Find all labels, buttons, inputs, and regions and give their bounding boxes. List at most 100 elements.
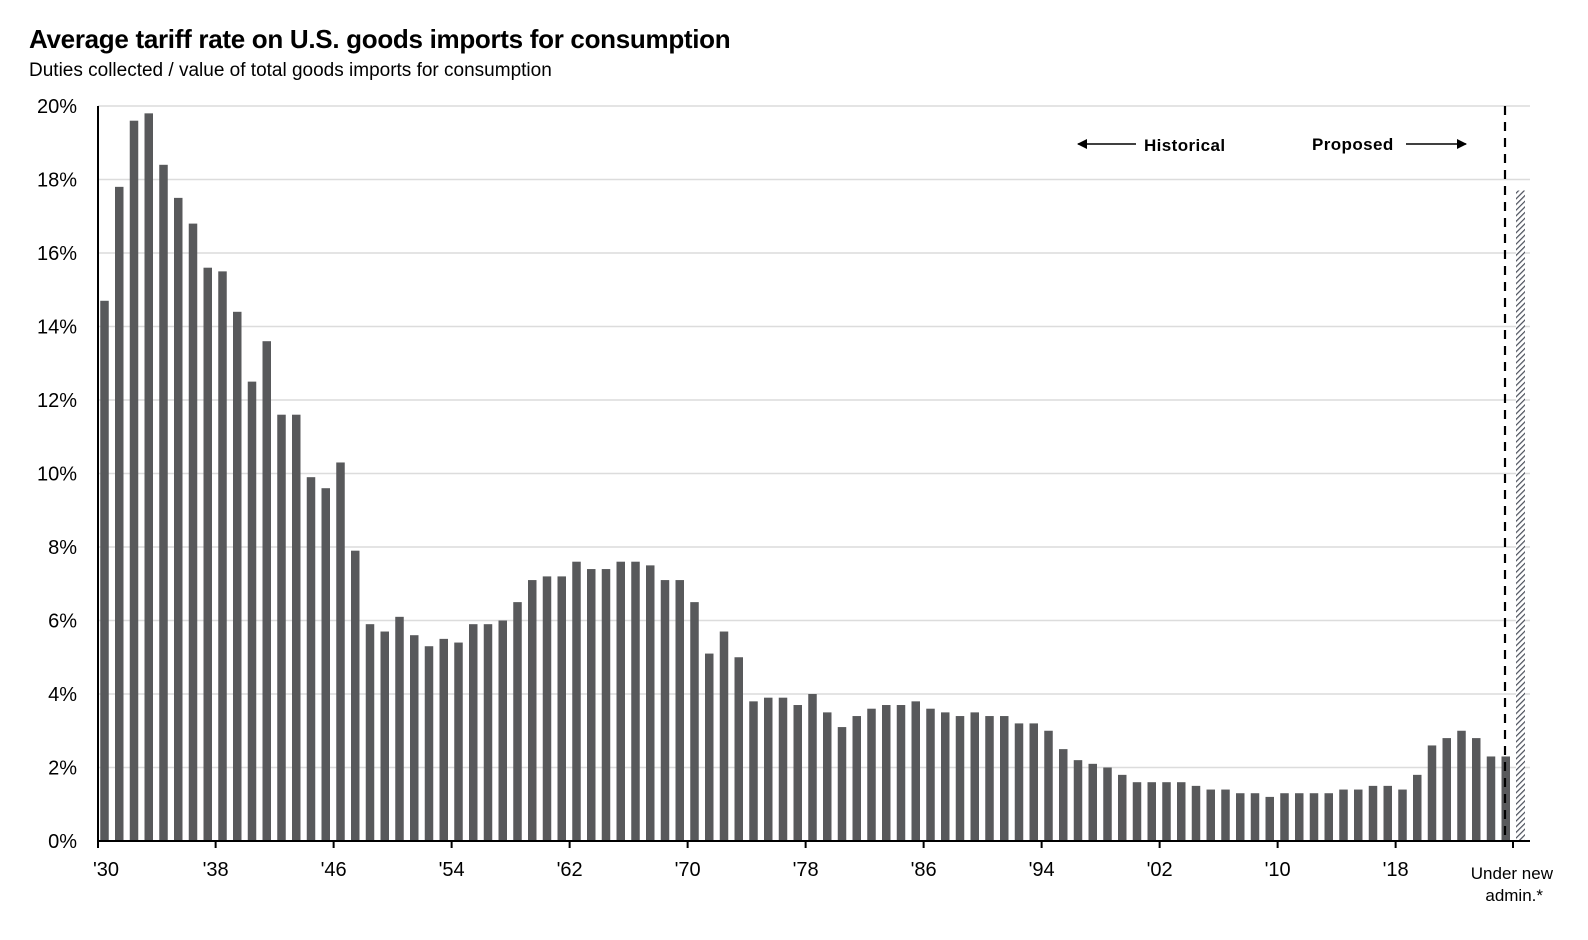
bar-2009 xyxy=(1265,796,1274,841)
bar-1964 xyxy=(601,569,611,841)
y-tick-label: 8% xyxy=(48,537,77,559)
bar-1945 xyxy=(321,488,330,841)
bar-1961 xyxy=(557,576,566,841)
bar-1983 xyxy=(882,705,891,841)
bar-2018 xyxy=(1398,789,1407,841)
bar-1938 xyxy=(218,271,227,841)
bars xyxy=(100,113,1525,842)
x-tick-label: '86 xyxy=(911,859,937,881)
proposed-annotation: Proposed xyxy=(1312,135,1467,154)
x-tick-label: '70 xyxy=(675,859,701,881)
bar-1965 xyxy=(616,561,625,841)
x-tick-label: '38 xyxy=(203,859,229,881)
bar-1993 xyxy=(1029,723,1038,841)
x-tick-label: '10 xyxy=(1265,859,1291,881)
y-tick-label: 10% xyxy=(37,464,77,486)
bar-1972 xyxy=(719,631,729,841)
bar-1968 xyxy=(660,580,670,841)
bar-1936 xyxy=(188,223,198,842)
bar-2020 xyxy=(1427,745,1437,841)
y-axis-ticks: 0% 2% 4% 6% 8% 10% 12% 14% 16% 18% 20% xyxy=(37,96,77,853)
bar-1995 xyxy=(1059,749,1068,841)
x-tick-label: '46 xyxy=(321,859,347,881)
bar-1985 xyxy=(911,701,920,841)
bar-2006 xyxy=(1221,789,1230,841)
bar-2022 xyxy=(1457,730,1466,841)
bar-2023 xyxy=(1472,738,1481,841)
bar-1978 xyxy=(808,694,817,841)
bar-1970 xyxy=(690,602,699,841)
proposed-label: Proposed xyxy=(1312,135,1394,154)
bar-2001 xyxy=(1147,782,1156,841)
bar-1981 xyxy=(852,716,861,841)
bar-1954 xyxy=(454,642,463,841)
bar-1997 xyxy=(1088,763,1097,841)
bar-1992 xyxy=(1014,723,1024,841)
bar-1940 xyxy=(247,381,257,841)
bar-1980 xyxy=(837,727,847,841)
y-tick-label: 6% xyxy=(48,611,77,633)
bar-1962 xyxy=(572,561,581,841)
bar-1942 xyxy=(277,414,286,841)
bar-proposed xyxy=(1516,190,1525,841)
bar-1948 xyxy=(365,624,375,841)
x-tick-label: '02 xyxy=(1147,859,1173,881)
bar-2005 xyxy=(1206,789,1215,841)
bar-1963 xyxy=(587,569,596,841)
bar-1932 xyxy=(129,120,139,841)
bar-1991 xyxy=(1000,716,1009,841)
bar-1941 xyxy=(262,341,271,841)
x-tick-label: '78 xyxy=(793,859,819,881)
bar-1943 xyxy=(292,414,301,841)
y-tick-label: 16% xyxy=(37,243,77,265)
bar-1934 xyxy=(159,164,168,842)
bar-1971 xyxy=(705,653,714,841)
bar-1988 xyxy=(955,716,965,841)
bar-1947 xyxy=(351,550,360,841)
bar-1967 xyxy=(646,565,655,841)
bar-1989 xyxy=(970,712,979,841)
bar-2024 xyxy=(1486,756,1496,841)
x-tick-label: '30 xyxy=(93,859,119,881)
y-tick-label: 0% xyxy=(48,831,77,853)
bar-2013 xyxy=(1324,793,1333,841)
bar-2000 xyxy=(1132,782,1142,841)
bar-1986 xyxy=(926,708,935,841)
bar-1930 xyxy=(100,300,109,841)
axes xyxy=(97,106,1530,842)
bar-1994 xyxy=(1044,730,1053,841)
bar-1990 xyxy=(985,716,994,841)
bar-1949 xyxy=(380,631,389,841)
bar-1976 xyxy=(778,697,788,841)
bar-1939 xyxy=(233,311,242,841)
bar-1973 xyxy=(734,657,743,841)
bar-1982 xyxy=(867,708,876,841)
bar-1987 xyxy=(941,712,950,841)
x-note-line-2: admin.* xyxy=(1485,886,1543,905)
bar-1952 xyxy=(424,646,434,841)
bar-2016 xyxy=(1368,785,1378,841)
bar-1960 xyxy=(542,576,552,841)
x-tick-label: '18 xyxy=(1383,859,1409,881)
x-axis-ticks: '30 '38 '46 '54 '62 '70 '78 '86 '94 '02 '10 '18 xyxy=(93,841,1514,881)
y-tick-label: 4% xyxy=(48,684,77,706)
bar-1969 xyxy=(675,580,684,841)
bar-2015 xyxy=(1354,789,1363,841)
bar-2007 xyxy=(1236,793,1245,841)
chart-subtitle: Duties collected / value of total goods … xyxy=(29,60,552,81)
x-tick-label: '94 xyxy=(1029,859,1055,881)
y-tick-label: 20% xyxy=(37,96,77,118)
bar-1984 xyxy=(896,705,906,841)
x-tick-label: '62 xyxy=(557,859,583,881)
bar-2019 xyxy=(1413,774,1422,841)
bar-1959 xyxy=(528,580,537,841)
historical-label: Historical xyxy=(1144,136,1225,155)
y-tick-label: 2% xyxy=(48,758,77,780)
bar-2014 xyxy=(1339,789,1348,841)
bar-1935 xyxy=(174,197,183,841)
bar-1931 xyxy=(115,186,124,842)
bar-1944 xyxy=(306,477,316,841)
bar-1955 xyxy=(469,624,478,841)
bar-1953 xyxy=(439,638,448,841)
